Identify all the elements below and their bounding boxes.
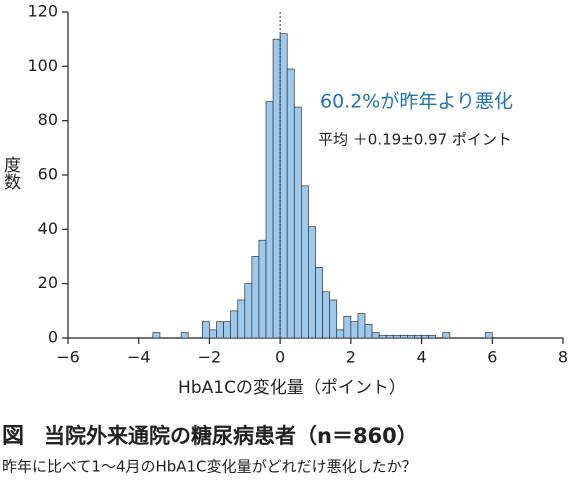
mean-note: 平均 ＋0.19±0.97 ポイント — [318, 131, 512, 149]
y-tick-label: 20 — [38, 273, 58, 292]
bar — [343, 315, 352, 339]
x-tick-label: 4 — [416, 348, 426, 367]
x-axis-label: HbA1Cの変化量（ポイント） — [178, 378, 406, 398]
bar — [442, 332, 451, 339]
bar — [400, 334, 408, 339]
bar — [407, 334, 415, 339]
bar — [350, 321, 359, 339]
bar — [272, 38, 281, 339]
y-axis-label: 度数 — [0, 156, 21, 190]
chart-title: 当院外来通院の糖尿病患者（n＝860） — [44, 424, 418, 448]
y-tick-label: 80 — [38, 110, 58, 129]
bar — [180, 332, 189, 339]
bar — [216, 321, 224, 339]
bar — [301, 185, 309, 339]
bar — [308, 226, 316, 339]
bar — [357, 313, 366, 339]
bar — [336, 329, 345, 339]
bar — [152, 332, 161, 339]
bar — [279, 33, 288, 339]
x-tick-label: 0 — [275, 348, 285, 367]
bar — [315, 267, 323, 339]
bar — [258, 239, 267, 339]
bar — [385, 334, 394, 339]
y-tick-label: 0 — [48, 328, 58, 347]
bar — [223, 321, 231, 339]
bar — [202, 321, 210, 339]
x-tick-label: 6 — [487, 348, 497, 367]
annotation: 60.2%が昨年より悪化 — [320, 91, 513, 113]
bar — [484, 332, 493, 339]
bar — [293, 106, 302, 339]
bar — [329, 299, 338, 339]
y-tick-label: 60 — [38, 165, 58, 184]
bar — [392, 334, 401, 339]
bar — [251, 256, 260, 339]
bar — [371, 332, 380, 339]
bar — [421, 334, 429, 339]
x-tick-label: 8 — [558, 348, 568, 367]
bar — [237, 299, 246, 339]
x-tick-label: −6 — [56, 348, 80, 367]
x-tick-label: 2 — [346, 348, 356, 367]
x-tick-label: −2 — [198, 348, 222, 367]
bar — [364, 324, 373, 339]
y-tick-label: 120 — [27, 2, 58, 21]
bar — [209, 329, 217, 339]
bar — [378, 334, 387, 339]
bar — [428, 334, 437, 339]
y-tick-label: 40 — [38, 219, 58, 238]
bar — [265, 101, 274, 339]
bar — [414, 334, 422, 339]
bar — [286, 68, 295, 339]
bar — [322, 291, 330, 339]
subtitle: 昨年に比べて1～4月のHbA1C変化量がどれだけ悪化したか？ — [2, 458, 417, 476]
bar — [244, 283, 253, 339]
x-tick-label: −4 — [127, 348, 151, 367]
bar — [230, 310, 239, 339]
figure-label: 図 — [2, 424, 24, 449]
y-tick-label: 100 — [27, 56, 58, 75]
